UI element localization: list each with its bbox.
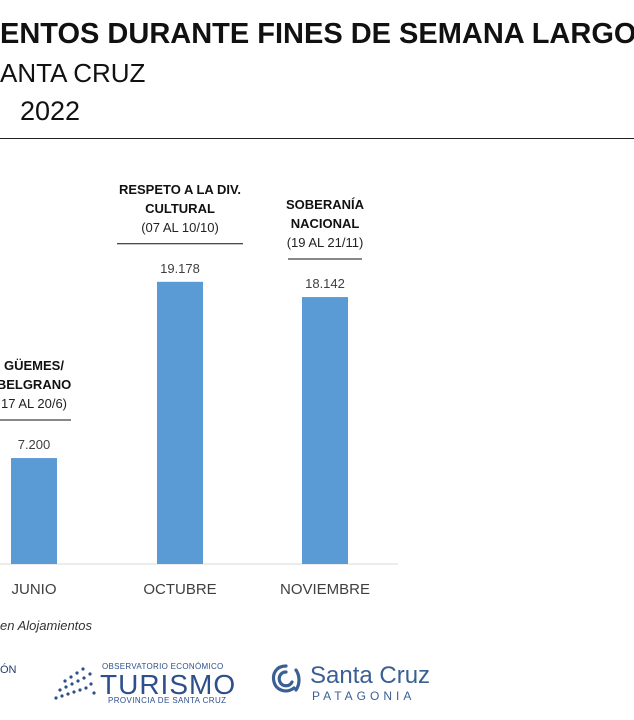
data-label: 7.200: [18, 437, 51, 452]
bar-chart: 7.200 JUNIO GÜEMES/BELGRANO 17 AL 20/6) 19.1…: [0, 182, 398, 598]
annotation-line2: NACIONAL: [291, 216, 360, 231]
annotation-dates: (07 AL 10/10): [141, 220, 219, 235]
annotation-line2: BELGRANO: [0, 377, 71, 392]
bar-octubre: [157, 281, 203, 564]
logo-sc-tagline: PATAGONIA: [312, 689, 416, 703]
x-tick-label: OCTUBRE: [143, 581, 216, 598]
annotation-line1: GÜEMES/: [4, 358, 64, 373]
bar-junio: [11, 458, 57, 564]
chart-year: 2022: [20, 96, 81, 126]
logo-obs-line3: PROVINCIA DE SANTA CRUZ: [108, 696, 227, 705]
chart-subtitle: ANTA CRUZ: [0, 58, 146, 88]
source-note: en Alojamientos: [0, 618, 93, 633]
x-tick-label: NOVIEMBRE: [280, 581, 370, 598]
annotation-line1: SOBERANÍA: [286, 197, 365, 212]
annotation-dates: 17 AL 20/6): [1, 396, 67, 411]
data-label: 19.178: [160, 261, 200, 276]
logo-obs-line1: OBSERVATORIO ECONÓMICO: [102, 662, 224, 671]
logo-fragment: ÓN: [0, 664, 17, 676]
swirl-icon: [271, 664, 301, 693]
chart-title: ENTOS DURANTE FINES DE SEMANA LARGOS: [0, 18, 634, 50]
annotation-dates: (19 AL 21/11): [287, 235, 364, 250]
x-tick-label: JUNIO: [12, 581, 57, 598]
santa-cruz-logo: Santa Cruz PATAGONIA: [268, 660, 438, 704]
title-divider: [0, 138, 634, 139]
bar-noviembre: [302, 297, 348, 564]
annotation-line1: RESPETO A LA DIV.: [119, 182, 241, 197]
logo-obs-line2: TURISMO: [100, 669, 237, 700]
data-label: 18.142: [305, 276, 345, 291]
globe-dots-icon: [54, 667, 96, 700]
logo-sc-name: Santa Cruz: [310, 662, 431, 689]
annotation-line2: CULTURAL: [145, 201, 215, 216]
observatorio-turismo-logo: OBSERVATORIO ECONÓMICO TURISMO PROVINCIA…: [50, 660, 250, 705]
